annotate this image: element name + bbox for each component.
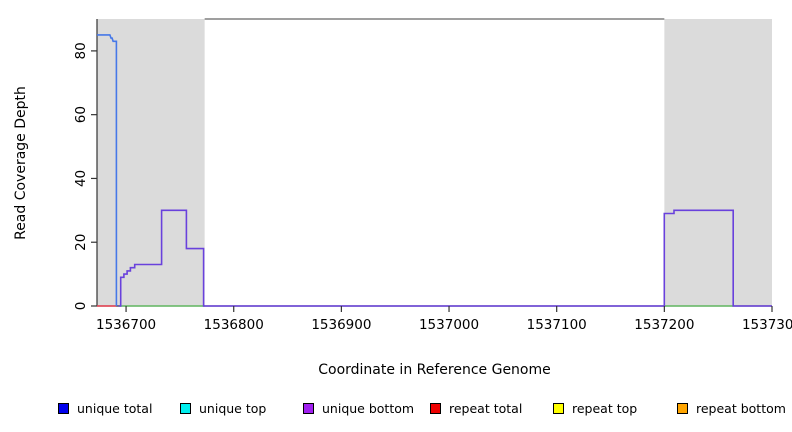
series-unique-total [97,34,118,306]
x-tick-label: 1536900 [311,317,371,333]
unique-total-swatch-icon [58,402,69,414]
y-tick-label: 40 [73,170,89,187]
x-tick-label: 1537000 [419,317,479,333]
y-tick-label: 0 [73,302,89,311]
legend-label: repeat top [572,400,638,416]
y-tick-label: 20 [73,234,89,251]
x-axis-title: Coordinate in Reference Genome [318,362,551,378]
legend-item-repeat-top: repeat top [553,400,637,416]
legend-label: unique total [77,400,153,416]
shaded-repeat-region [664,19,772,306]
repeat-bottom-swatch-icon [677,402,688,414]
repeat-total-swatch-icon [430,402,441,414]
x-tick-label: 1537200 [634,317,694,333]
y-axis-title: Read Coverage Depth [13,86,29,240]
repeat-top-swatch-icon [553,402,564,414]
y-tick-label: 60 [73,106,89,123]
unique-bottom-swatch-icon [303,402,314,414]
legend-item-unique-total: unique total [58,400,152,416]
legend-item-repeat-total: repeat total [430,400,522,416]
x-tick-label: 1536800 [204,317,264,333]
x-tick-label: 1537100 [527,317,587,333]
legend-item-repeat-bottom: repeat bottom [677,400,786,416]
unique-top-swatch-icon [180,402,191,414]
legend-label: unique bottom [322,400,415,416]
legend: unique total unique top unique bottom re… [0,400,792,420]
shaded-repeat-region [97,19,205,306]
series-unique-bottom [118,209,772,307]
legend-label: unique top [199,400,267,416]
legend-label: repeat bottom [696,400,786,416]
legend-item-unique-top: unique top [180,400,266,416]
x-tick-label: 1536700 [96,317,156,333]
y-tick-label: 80 [73,42,89,59]
legend-item-unique-bottom: unique bottom [303,400,414,416]
legend-label: repeat total [449,400,523,416]
